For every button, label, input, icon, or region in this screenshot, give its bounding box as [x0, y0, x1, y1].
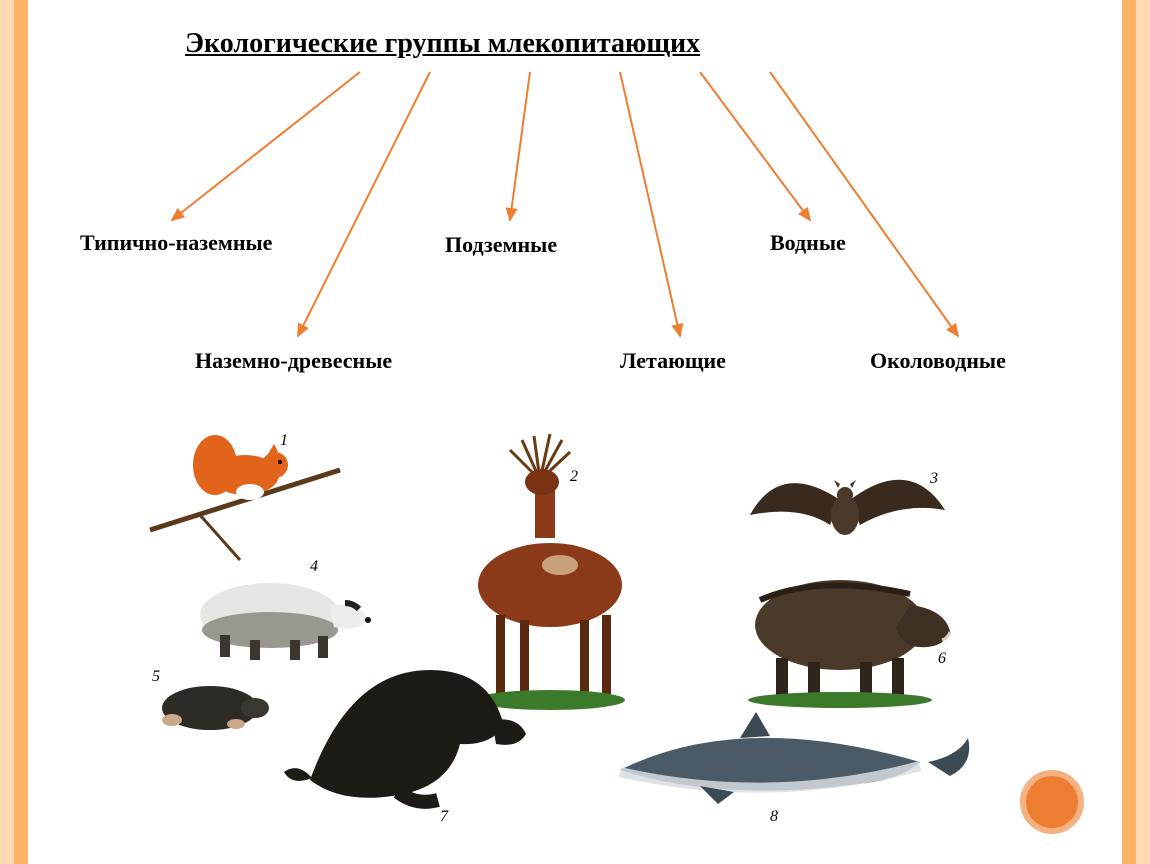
frame-band-inner: [14, 0, 28, 864]
group-label-semiaquatic: Околоводные: [870, 348, 1006, 374]
animal-seal: [284, 670, 526, 802]
animal-number-squirrel: 1: [280, 432, 288, 450]
arrow-line: [172, 72, 360, 220]
animal-number-bat: 3: [930, 470, 938, 488]
frame-band-outer: [1136, 0, 1150, 864]
arrow-line: [298, 72, 430, 336]
animal-number-boar: 6: [938, 650, 946, 668]
animal-number-dolphin: 8: [770, 808, 778, 826]
animal-boar: [748, 580, 950, 708]
group-label-flying: Летающие: [620, 348, 726, 374]
arrows-layer: [0, 0, 1150, 400]
animal-squirrel: [150, 435, 340, 560]
arrow-lines: [172, 72, 958, 336]
animal-number-seal: 7: [440, 808, 448, 826]
group-label-underground: Подземные: [445, 232, 557, 258]
group-label-terrestrial: Типично-наземные: [80, 230, 272, 256]
arrow-line: [510, 72, 530, 220]
animal-bat: [750, 480, 945, 535]
frame-band-outer: [0, 0, 14, 864]
group-label-aquatic: Водные: [770, 230, 846, 256]
animal-deer: [475, 434, 625, 710]
animals-illustration: 12345678: [140, 420, 1010, 820]
animal-number-badger: 4: [310, 558, 318, 576]
arrow-line: [770, 72, 958, 336]
diagram-title: Экологические группы млекопитающих: [185, 28, 700, 60]
frame-right: [1122, 0, 1150, 864]
arrow-line: [700, 72, 810, 220]
animal-badger: [200, 583, 371, 660]
accent-circle: [1020, 770, 1084, 834]
animal-number-deer: 2: [570, 468, 578, 486]
frame-left: [0, 0, 28, 864]
animal-mole: [162, 686, 269, 730]
arrow-line: [620, 72, 680, 336]
animal-dolphin: [620, 712, 969, 804]
frame-band-inner: [1122, 0, 1136, 864]
animal-number-mole: 5: [152, 668, 160, 686]
group-label-arboreal: Наземно-древесные: [195, 348, 392, 374]
